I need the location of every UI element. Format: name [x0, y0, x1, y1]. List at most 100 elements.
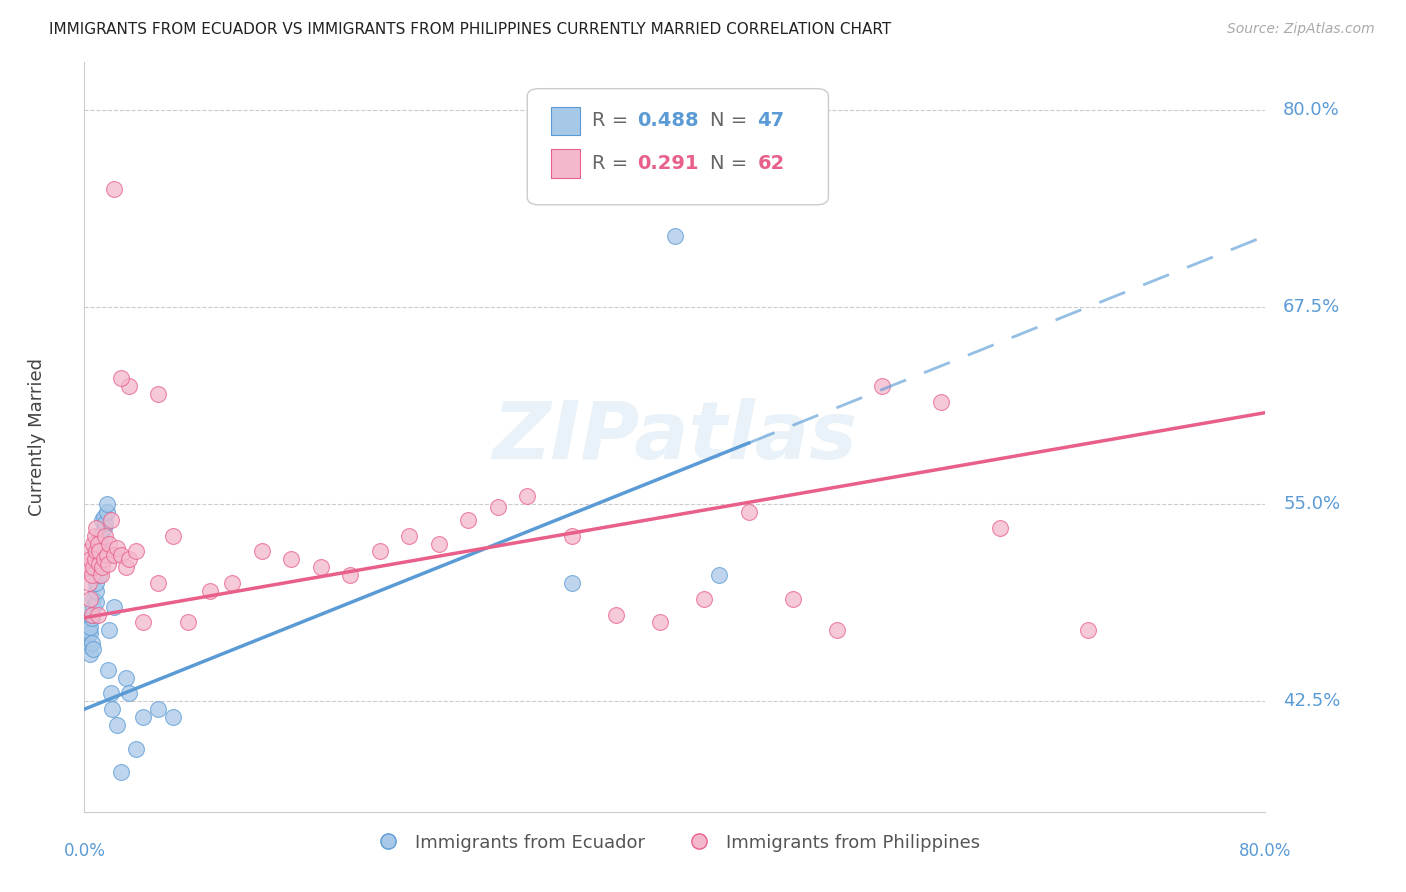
Text: 67.5%: 67.5%: [1284, 298, 1340, 316]
Point: [90, 568, 112, 582]
Point: [148, 702, 170, 716]
Point: [80, 636, 103, 650]
Point: [516, 489, 538, 503]
Point: [221, 576, 243, 591]
Point: [427, 536, 450, 550]
Point: [80, 607, 103, 622]
Point: [83, 544, 105, 558]
Point: [988, 521, 1011, 535]
Point: [96, 497, 118, 511]
Text: 80.0%: 80.0%: [1284, 101, 1340, 119]
Point: [77, 576, 100, 591]
Point: [94, 529, 117, 543]
Point: [82, 591, 104, 606]
Point: [76, 631, 98, 645]
Text: 47: 47: [758, 112, 785, 130]
Point: [91, 513, 114, 527]
Point: [103, 599, 125, 614]
Text: 80.0%: 80.0%: [1239, 842, 1292, 860]
Point: [118, 552, 141, 566]
Point: [162, 529, 184, 543]
Point: [110, 548, 132, 562]
Point: [486, 500, 509, 515]
Text: 42.5%: 42.5%: [1284, 692, 1340, 710]
Point: [103, 548, 125, 562]
Point: [105, 541, 128, 556]
Point: [782, 591, 804, 606]
Point: [118, 686, 141, 700]
Point: [77, 624, 100, 638]
Text: R =: R =: [592, 154, 634, 173]
Point: [91, 560, 114, 574]
Point: [93, 552, 115, 566]
Point: [110, 765, 132, 780]
Point: [82, 642, 104, 657]
Point: [280, 552, 302, 566]
Legend: Immigrants from Ecuador, Immigrants from Philippines: Immigrants from Ecuador, Immigrants from…: [363, 827, 987, 859]
Point: [83, 552, 105, 566]
Point: [827, 624, 849, 638]
Point: [457, 513, 479, 527]
Point: [100, 686, 122, 700]
Text: 55.0%: 55.0%: [1284, 495, 1340, 513]
Point: [86, 552, 108, 566]
Point: [105, 718, 128, 732]
Text: 0.291: 0.291: [637, 154, 699, 173]
Point: [84, 521, 107, 535]
Point: [86, 607, 108, 622]
Point: [561, 529, 583, 543]
Point: [82, 536, 104, 550]
Point: [83, 529, 105, 543]
Point: [110, 371, 132, 385]
Point: [664, 229, 686, 244]
Text: ZIPatlas: ZIPatlas: [492, 398, 858, 476]
Point: [709, 568, 731, 582]
Point: [198, 583, 221, 598]
Point: [368, 544, 391, 558]
Point: [80, 568, 103, 582]
Point: [309, 560, 332, 574]
Point: [605, 607, 627, 622]
Point: [84, 595, 107, 609]
Point: [77, 544, 100, 558]
Point: [118, 379, 141, 393]
Point: [93, 509, 115, 524]
Point: [77, 639, 100, 653]
Point: [90, 529, 112, 543]
Point: [86, 536, 108, 550]
Text: 62: 62: [758, 154, 785, 173]
Point: [132, 615, 155, 630]
Point: [80, 607, 103, 622]
Point: [148, 386, 170, 401]
Point: [96, 505, 118, 519]
Bar: [551, 107, 581, 135]
Point: [87, 557, 111, 571]
Point: [84, 576, 107, 591]
Point: [98, 536, 121, 550]
Point: [114, 671, 136, 685]
Point: [177, 615, 200, 630]
Bar: [551, 149, 581, 178]
Point: [250, 544, 273, 558]
Point: [103, 181, 125, 195]
Point: [114, 560, 136, 574]
Point: [94, 516, 117, 530]
Point: [79, 626, 101, 640]
Point: [84, 583, 107, 598]
Text: N =: N =: [710, 154, 754, 173]
Text: 0.488: 0.488: [637, 112, 699, 130]
Point: [79, 591, 101, 606]
Point: [650, 615, 672, 630]
Point: [79, 620, 101, 634]
Text: N =: N =: [710, 112, 754, 130]
Point: [87, 544, 111, 558]
Point: [83, 560, 105, 574]
Point: [84, 544, 107, 558]
Point: [79, 552, 101, 566]
Point: [148, 576, 170, 591]
Point: [929, 394, 952, 409]
FancyBboxPatch shape: [527, 88, 828, 205]
Point: [87, 544, 111, 558]
Point: [82, 599, 104, 614]
Point: [80, 610, 103, 624]
